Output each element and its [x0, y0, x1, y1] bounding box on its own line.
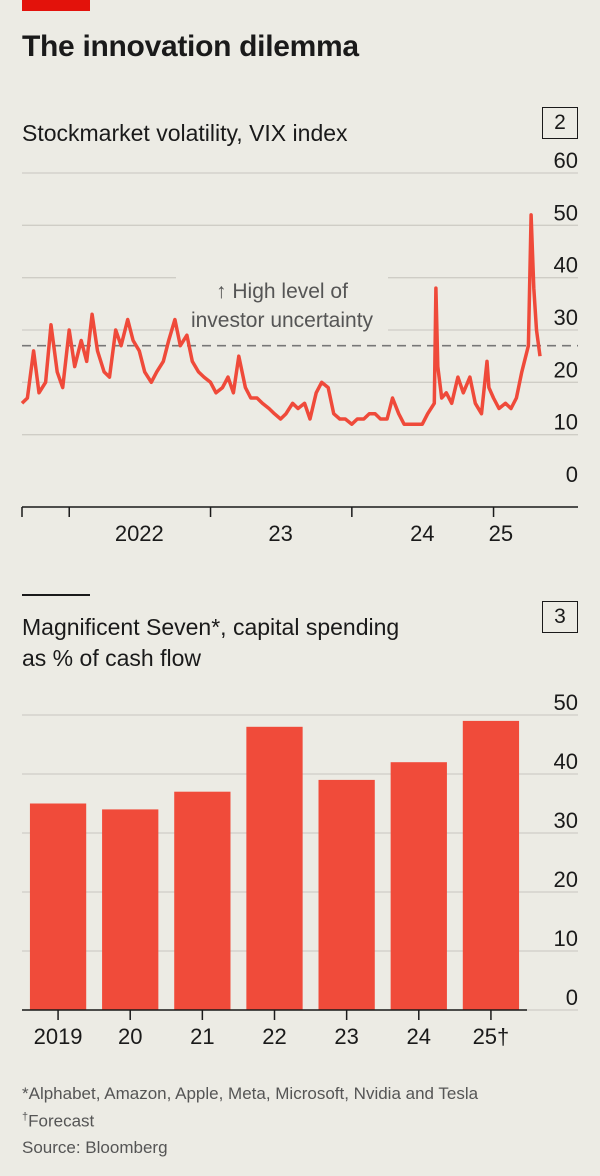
vix-series-line [20, 213, 542, 426]
y-tick-label-0: 0 [566, 985, 578, 1010]
page-title: The innovation dilemma [22, 30, 359, 63]
chart-number-badge-capex: 3 [542, 601, 578, 633]
bar-21 [174, 791, 231, 1010]
x-tick-label-24: 24 [407, 1024, 431, 1049]
annotation-bg-0 [176, 277, 388, 304]
section-divider [22, 594, 90, 596]
chart-title-vix: Stockmarket volatility, VIX index [22, 120, 348, 146]
x-tick-label-23: 23 [334, 1024, 358, 1049]
x-tick-label-2022: 2022 [115, 521, 164, 546]
vix-line-chart: 0 10 20 30 40 50 60 ↑ High level of investor unc… [20, 150, 578, 546]
y-tick-label-10: 10 [554, 410, 578, 435]
bar-2019 [29, 803, 87, 1010]
footnote-forecast-text: Forecast [28, 1111, 95, 1131]
y-tick-label-60: 60 [554, 150, 578, 173]
x-tick-label-2019: 2019 [34, 1024, 83, 1049]
y-tick-label-30: 30 [554, 808, 578, 833]
x-tick-label-23: 23 [268, 521, 292, 546]
y-tick-label-40: 40 [554, 749, 578, 774]
x-tick-label-24: 24 [410, 521, 434, 546]
source-note: Source: Bloomberg [22, 1138, 168, 1157]
x-tick-label-20: 20 [118, 1024, 142, 1049]
y-tick-label-50: 50 [554, 200, 578, 225]
y-tick-label-10: 10 [554, 926, 578, 951]
bar-25† [462, 720, 520, 1010]
annotation-line-0: ↑ High level of [216, 280, 348, 303]
annotation-high-uncertainty: ↑ High level of investor uncertainty [176, 277, 388, 333]
bar-23 [318, 779, 375, 1010]
x-tick-label-22: 22 [262, 1024, 286, 1049]
y-tick-label-0: 0 [566, 462, 578, 487]
bar-20 [102, 809, 159, 1010]
footnote-companies: *Alphabet, Amazon, Apple, Meta, Microsof… [22, 1084, 479, 1103]
y-tick-label-20: 20 [554, 357, 578, 382]
bar-22 [246, 726, 303, 1010]
brand-accent-bar [22, 0, 90, 11]
chart-number-badge-vix: 2 [542, 107, 578, 139]
annotation-bg-1 [176, 306, 388, 333]
x-tick-label-25†: 25† [473, 1024, 510, 1049]
y-tick-label-30: 30 [554, 305, 578, 330]
annotation-line-1: investor uncertainty [191, 309, 374, 332]
x-tick-label-21: 21 [190, 1024, 214, 1049]
footnote-forecast: †Forecast [22, 1111, 94, 1132]
chart-title-capex-line2: as % of cash flow [22, 645, 201, 671]
capex-bar-chart: 0 10 20 30 40 50 2019 20 21 22 23 24 25† [22, 690, 578, 1049]
dagger-mark: † [22, 1111, 29, 1123]
y-tick-label-50: 50 [554, 690, 578, 715]
y-tick-label-20: 20 [554, 867, 578, 892]
chart-title-capex-line1: Magnificent Seven*, capital spending [22, 614, 400, 640]
bar-24 [390, 762, 447, 1010]
x-tick-label-25: 25 [489, 521, 513, 546]
y-tick-label-40: 40 [554, 253, 578, 278]
chart-title-capex: Magnificent Seven*, capital spending as … [22, 612, 399, 674]
